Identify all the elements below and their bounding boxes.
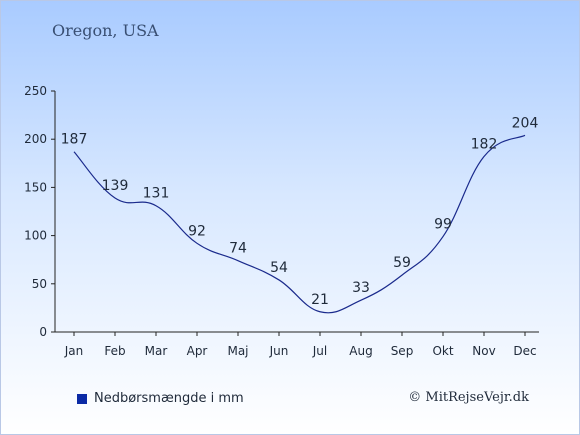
data-label: 54 bbox=[270, 260, 288, 276]
x-tick-label: Maj bbox=[227, 344, 248, 358]
chart-ticks: 0 50 100 150 200 250 Jan Feb Mar Apr Maj Jun Jul Aug S… bbox=[24, 84, 537, 358]
copyright-text: © MitRejseVejr.dk bbox=[408, 390, 529, 405]
location-title: Oregon, USA bbox=[52, 21, 159, 40]
x-tick-label: Jan bbox=[64, 344, 84, 358]
data-label: 74 bbox=[229, 241, 247, 257]
y-tick-label: 100 bbox=[24, 229, 47, 243]
legend-swatch-icon bbox=[77, 393, 87, 404]
y-tick-label: 50 bbox=[32, 277, 47, 291]
y-tick-label: 0 bbox=[39, 325, 47, 339]
data-label: 204 bbox=[512, 115, 539, 131]
chart-axes bbox=[54, 91, 539, 333]
x-tick-label: Jun bbox=[269, 344, 289, 358]
x-tick-label: Sep bbox=[391, 344, 414, 358]
x-tick-label: Aug bbox=[349, 344, 372, 358]
y-tick-label: 250 bbox=[24, 84, 47, 98]
chart-series bbox=[73, 134, 526, 314]
data-label: 92 bbox=[188, 223, 206, 239]
y-tick-label: 150 bbox=[24, 180, 47, 194]
x-tick-label: Feb bbox=[104, 344, 125, 358]
data-label: 59 bbox=[393, 255, 411, 271]
data-label: 139 bbox=[102, 178, 129, 194]
data-label: 131 bbox=[143, 186, 170, 202]
chart-data-labels: 187 139 131 92 74 54 21 33 59 99 182 204 bbox=[61, 115, 539, 307]
x-tick-label: Mar bbox=[145, 344, 168, 358]
legend: Nedbørsmængde i mm bbox=[77, 391, 244, 406]
x-tick-label: Nov bbox=[472, 344, 495, 358]
x-tick-label: Dec bbox=[513, 344, 536, 358]
series-line bbox=[73, 134, 526, 314]
data-label: 187 bbox=[61, 132, 88, 148]
data-label: 182 bbox=[471, 137, 498, 153]
legend-label: Nedbørsmængde i mm bbox=[94, 391, 244, 406]
x-tick-label: Apr bbox=[187, 344, 208, 358]
data-label: 33 bbox=[352, 280, 370, 296]
x-tick-label: Jul bbox=[312, 344, 327, 358]
y-tick-label: 200 bbox=[24, 132, 47, 146]
data-label: 99 bbox=[434, 217, 452, 233]
x-tick-label: Okt bbox=[432, 344, 453, 358]
data-label: 21 bbox=[311, 292, 329, 308]
